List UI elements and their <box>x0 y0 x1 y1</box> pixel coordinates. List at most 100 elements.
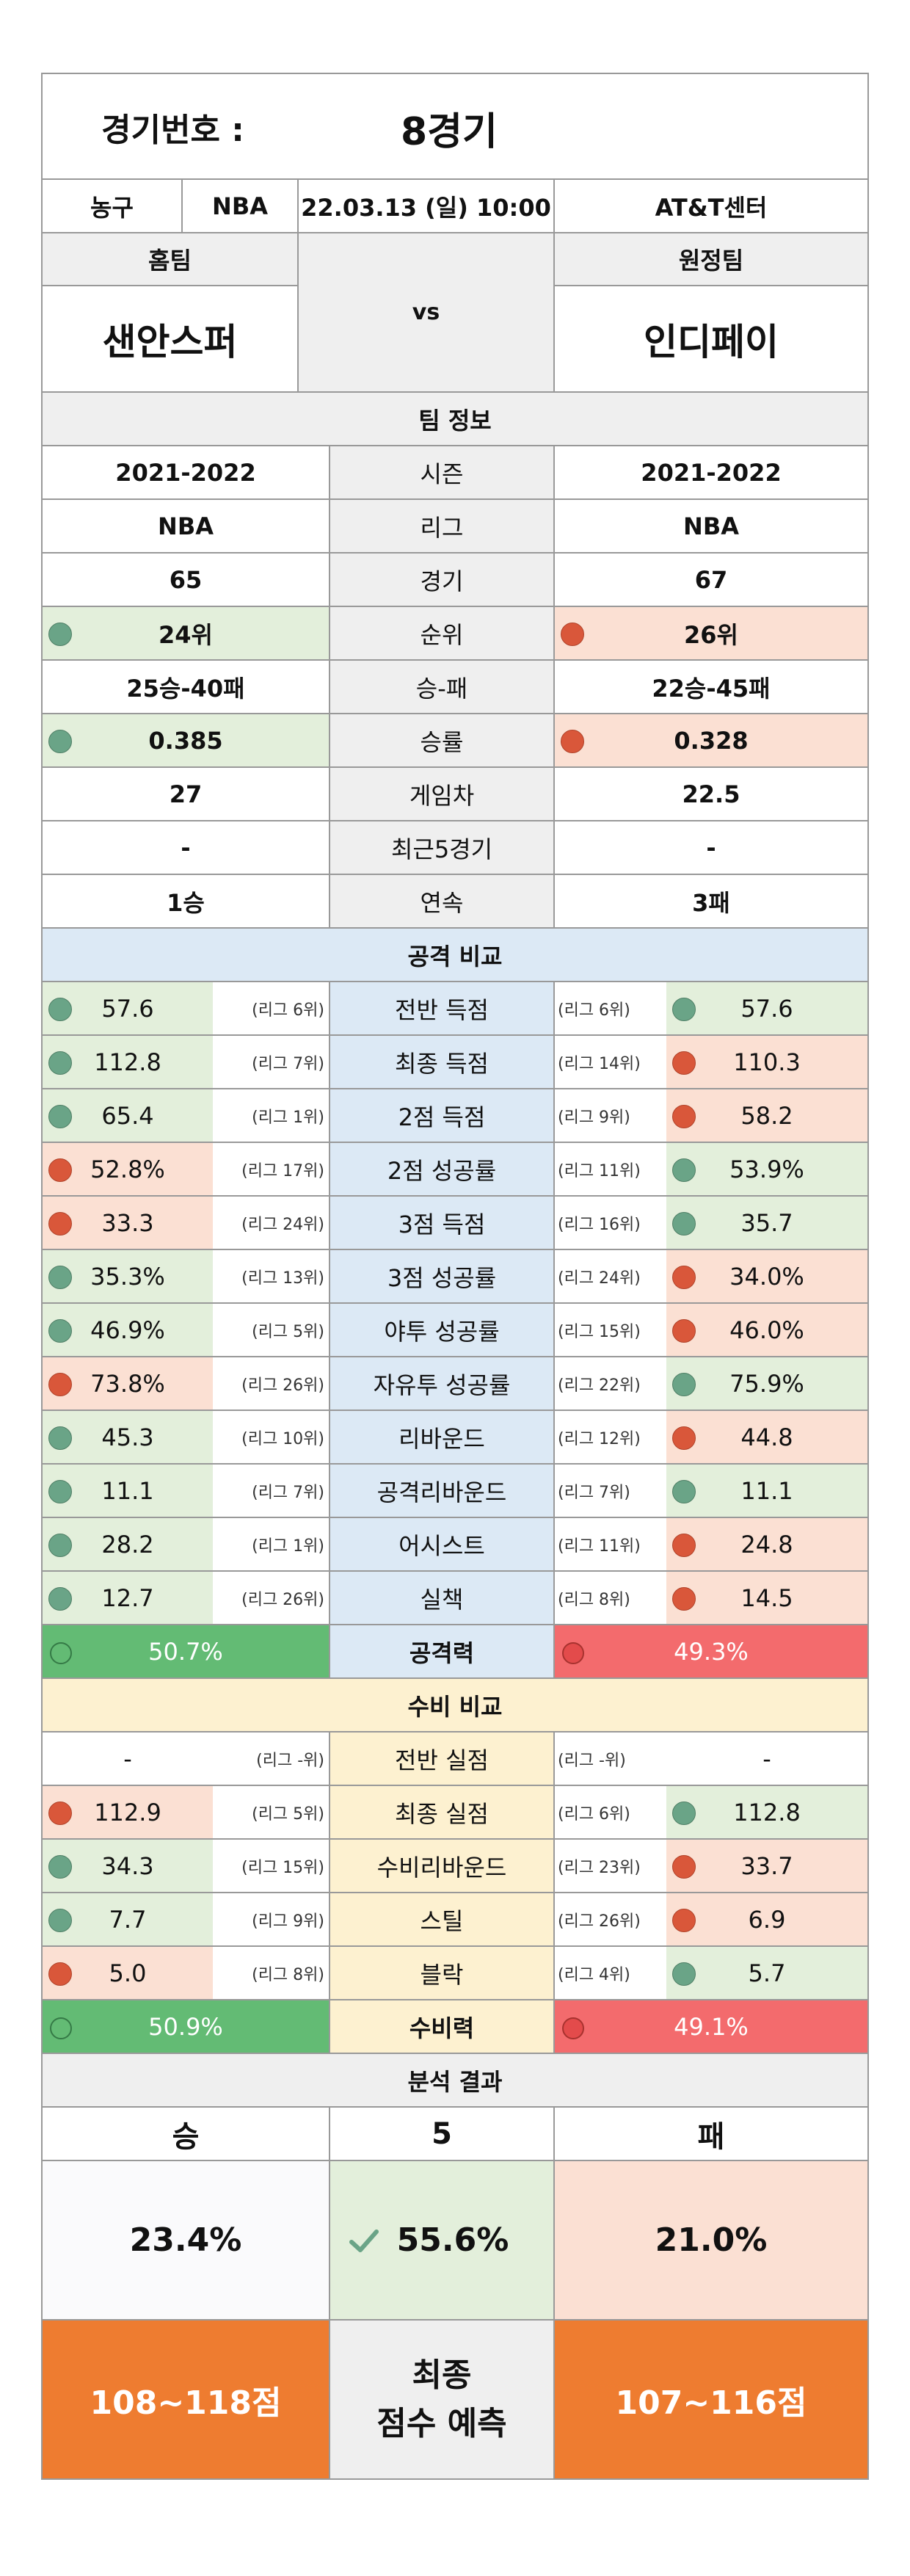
away-status-dot-icon <box>672 1211 696 1236</box>
home-status-dot-icon <box>48 729 72 753</box>
team-info-title-row: 팀 정보 <box>41 393 869 446</box>
attack-stat-row: 33.3 (리그 24위) 3점 득점 (리그 16위) 35.7 <box>41 1197 869 1250</box>
home-status-dot-icon <box>48 1426 72 1450</box>
result-title-row: 분석 결과 <box>41 2054 869 2108</box>
attack-power-row: 50.7% 공격력 49.3% <box>41 1625 869 1679</box>
home-power-circle-icon <box>50 1641 72 1664</box>
stat-label: 연속 <box>420 888 464 917</box>
away-status-dot-icon <box>672 1318 696 1343</box>
home-stat-value: 45.3 <box>101 1423 154 1451</box>
away-status-dot-icon <box>561 729 584 753</box>
home-stat-value: 1승 <box>167 888 205 917</box>
home-stat-value: - <box>181 833 191 862</box>
stat-label: 경기 <box>420 567 464 595</box>
home-league-rank: (리그 24위) <box>241 1215 324 1234</box>
home-league-rank: (리그 -위) <box>256 1751 324 1770</box>
away-status-dot-icon <box>672 1801 696 1825</box>
home-status-dot-icon <box>48 1908 72 1932</box>
team-info-row: 2021-2022 시즌 2021-2022 <box>41 446 869 500</box>
home-league-rank: (리그 1위) <box>252 1108 324 1127</box>
win-label: 승 <box>172 2119 200 2154</box>
home-league-rank: (리그 13위) <box>241 1269 324 1288</box>
stat-label: 스틸 <box>420 1906 464 1935</box>
home-stat-value: 12.7 <box>101 1583 154 1612</box>
draw-pct: 55.6% <box>396 2221 509 2259</box>
defense-stat-row: - (리그 -위) 전반 실점 (리그 -위) - <box>41 1733 869 1786</box>
away-attack-power: 49.3% <box>674 1637 749 1666</box>
team-info-row: NBA 리그 NBA <box>41 500 869 554</box>
team-info-row: 25승-40패 승-패 22승-45패 <box>41 661 869 714</box>
team-info-row: 24위 순위 26위 <box>41 607 869 661</box>
attack-stat-row: 28.2 (리그 1위) 어시스트 (리그 11위) 24.8 <box>41 1518 869 1572</box>
home-league-rank: (리그 7위) <box>252 1054 324 1073</box>
home-stat-value: 65.4 <box>101 1101 154 1130</box>
away-status-dot-icon <box>672 1158 696 1182</box>
stat-label: 야투 성공률 <box>384 1317 500 1346</box>
stat-label: 승-패 <box>415 674 468 703</box>
home-defense-power: 50.9% <box>148 2012 223 2041</box>
home-status-dot-icon <box>48 1211 72 1236</box>
vs-label: vs <box>412 300 440 325</box>
stat-label: 2점 성공률 <box>387 1156 497 1185</box>
match-header: 경기번호 : 8경기 <box>41 73 869 180</box>
away-stat-value: 3패 <box>692 888 730 917</box>
away-team-label: 원정팀 <box>678 247 744 275</box>
defense-title: 수비 비교 <box>407 1692 503 1721</box>
away-league-rank: (리그 8위) <box>558 1590 630 1609</box>
result-label-row: 승 5 패 <box>41 2108 869 2161</box>
defense-power-row: 50.9% 수비력 49.1% <box>41 2000 869 2054</box>
home-league-rank: (리그 5위) <box>252 1804 324 1824</box>
away-stat-value: 5.7 <box>748 1959 786 1987</box>
away-stat-value: 44.8 <box>740 1423 793 1451</box>
away-league-rank: (리그 15위) <box>558 1322 641 1341</box>
final-label-line1: 최종 <box>412 2356 472 2394</box>
defense-stat-row: 112.9 (리그 5위) 최종 실점 (리그 6위) 112.8 <box>41 1786 869 1840</box>
home-defense-circle-icon <box>50 2017 72 2039</box>
defense-stat-row: 7.7 (리그 9위) 스틸 (리그 26위) 6.9 <box>41 1893 869 1947</box>
final-label-line2: 점수 예측 <box>376 2404 507 2442</box>
away-stat-value: 22.5 <box>682 780 740 808</box>
venue-label: AT&T센터 <box>655 193 768 222</box>
home-stat-value: 46.9% <box>90 1316 165 1344</box>
stat-label: 자유투 성공률 <box>373 1371 511 1399</box>
team-info-row: 27 게임차 22.5 <box>41 768 869 821</box>
home-league-rank: (리그 15위) <box>241 1858 324 1877</box>
away-stat-value: NBA <box>683 512 739 540</box>
result-pct-row: 23.4% 55.6% 21.0% <box>41 2161 869 2321</box>
away-stat-value: - <box>706 833 716 862</box>
home-score-prediction: 108~118점 <box>90 2384 282 2422</box>
home-stat-value: 25승-40패 <box>126 674 245 703</box>
match-number-label: 경기번호 : <box>101 112 244 149</box>
away-league-rank: (리그 14위) <box>558 1054 641 1073</box>
home-league-rank: (리그 6위) <box>252 1001 324 1020</box>
home-stat-value: 112.9 <box>94 1798 161 1826</box>
team-info-row: 1승 연속 3패 <box>41 875 869 929</box>
away-league-rank: (리그 7위) <box>558 1483 630 1502</box>
away-league-rank: (리그 -위) <box>558 1751 626 1770</box>
away-status-dot-icon <box>672 1479 696 1503</box>
loss-pct: 21.0% <box>655 2221 768 2259</box>
away-league-rank: (리그 11위) <box>558 1536 641 1556</box>
stat-label: 전반 득점 <box>395 995 489 1024</box>
attack-stat-row: 35.3% (리그 13위) 3점 성공률 (리그 24위) 34.0% <box>41 1250 869 1304</box>
away-stat-value: 6.9 <box>748 1905 786 1934</box>
stat-label: 실책 <box>420 1585 464 1614</box>
home-stat-value: 112.8 <box>94 1048 161 1076</box>
attack-stat-row: 46.9% (리그 5위) 야투 성공률 (리그 15위) 46.0% <box>41 1304 869 1357</box>
home-league-rank: (리그 9위) <box>252 1912 324 1931</box>
home-league-rank: (리그 7위) <box>252 1483 324 1502</box>
attack-stat-row: 65.4 (리그 1위) 2점 득점 (리그 9위) 58.2 <box>41 1089 869 1143</box>
away-stat-value: 58.2 <box>740 1101 793 1130</box>
home-stat-value: - <box>123 1744 132 1773</box>
win-pct: 23.4% <box>129 2221 242 2259</box>
away-stat-value: 75.9% <box>729 1369 804 1398</box>
stat-label: 최종 득점 <box>395 1049 489 1078</box>
stat-label: 최종 실점 <box>395 1799 489 1828</box>
home-stat-value: 27 <box>169 780 203 808</box>
away-league-rank: (리그 9위) <box>558 1108 630 1127</box>
defense-stat-row: 34.3 (리그 15위) 수비리바운드 (리그 23위) 33.7 <box>41 1840 869 1893</box>
home-stat-value: 73.8% <box>90 1369 165 1398</box>
stat-label: 리그 <box>420 513 464 542</box>
away-defense-power: 49.1% <box>674 2012 749 2041</box>
home-status-dot-icon <box>48 1104 72 1128</box>
